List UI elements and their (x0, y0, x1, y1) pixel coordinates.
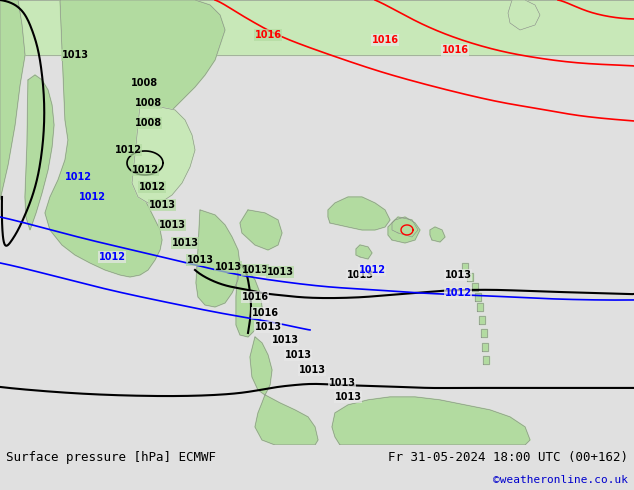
Polygon shape (332, 397, 530, 445)
Polygon shape (236, 265, 262, 337)
Text: 1013: 1013 (271, 335, 299, 345)
Polygon shape (0, 0, 25, 200)
Text: 1013: 1013 (186, 255, 214, 265)
Polygon shape (472, 283, 478, 291)
Text: 1008: 1008 (131, 78, 158, 88)
Polygon shape (430, 227, 445, 242)
Text: 1016: 1016 (252, 308, 278, 318)
Polygon shape (475, 293, 481, 301)
Text: 1013: 1013 (148, 200, 176, 210)
Polygon shape (508, 0, 540, 30)
Text: 1012: 1012 (444, 288, 472, 298)
Text: 1016: 1016 (441, 45, 469, 55)
Polygon shape (240, 210, 282, 250)
Polygon shape (479, 316, 485, 324)
Polygon shape (250, 337, 272, 395)
Polygon shape (45, 0, 225, 277)
Text: Surface pressure [hPa] ECMWF: Surface pressure [hPa] ECMWF (6, 451, 216, 465)
Text: 1013: 1013 (335, 392, 361, 402)
Text: Fr 31-05-2024 18:00 UTC (00+162): Fr 31-05-2024 18:00 UTC (00+162) (388, 451, 628, 465)
Text: 1012: 1012 (131, 165, 158, 175)
Text: ©weatheronline.co.uk: ©weatheronline.co.uk (493, 475, 628, 485)
Text: 1013: 1013 (254, 322, 281, 332)
Text: 1016: 1016 (372, 35, 399, 45)
Text: 1013: 1013 (328, 378, 356, 388)
Polygon shape (0, 0, 634, 55)
Text: 1016: 1016 (254, 30, 281, 40)
Text: 1012: 1012 (115, 145, 141, 155)
Text: 1013: 1013 (266, 267, 294, 277)
Polygon shape (328, 197, 390, 230)
Polygon shape (255, 395, 318, 445)
Text: 1013: 1013 (214, 262, 242, 272)
Text: 1013: 1013 (61, 50, 89, 60)
Text: 1013: 1013 (299, 365, 325, 375)
Text: 1008: 1008 (134, 98, 162, 108)
Text: 1013: 1013 (285, 350, 311, 360)
Text: 1012: 1012 (79, 192, 105, 202)
Polygon shape (481, 329, 487, 337)
Text: 1013: 1013 (158, 220, 186, 230)
Text: 1016: 1016 (242, 292, 269, 302)
Text: 1013: 1013 (172, 238, 198, 248)
Text: 1013: 1013 (444, 270, 472, 280)
Text: 1013: 1013 (242, 265, 269, 275)
Polygon shape (25, 75, 54, 230)
Text: 1013: 1013 (347, 270, 373, 280)
Text: 1012: 1012 (98, 252, 126, 262)
Polygon shape (196, 210, 240, 307)
Polygon shape (462, 263, 468, 271)
Text: 1012: 1012 (358, 265, 385, 275)
Polygon shape (356, 245, 372, 259)
Polygon shape (392, 217, 418, 237)
Polygon shape (132, 105, 195, 203)
Text: 1012: 1012 (65, 172, 91, 182)
Polygon shape (477, 303, 483, 311)
Polygon shape (467, 273, 473, 281)
Polygon shape (482, 343, 488, 351)
Text: 1012: 1012 (138, 182, 165, 192)
Text: 1008: 1008 (134, 118, 162, 128)
Polygon shape (388, 217, 420, 243)
Polygon shape (483, 356, 489, 364)
